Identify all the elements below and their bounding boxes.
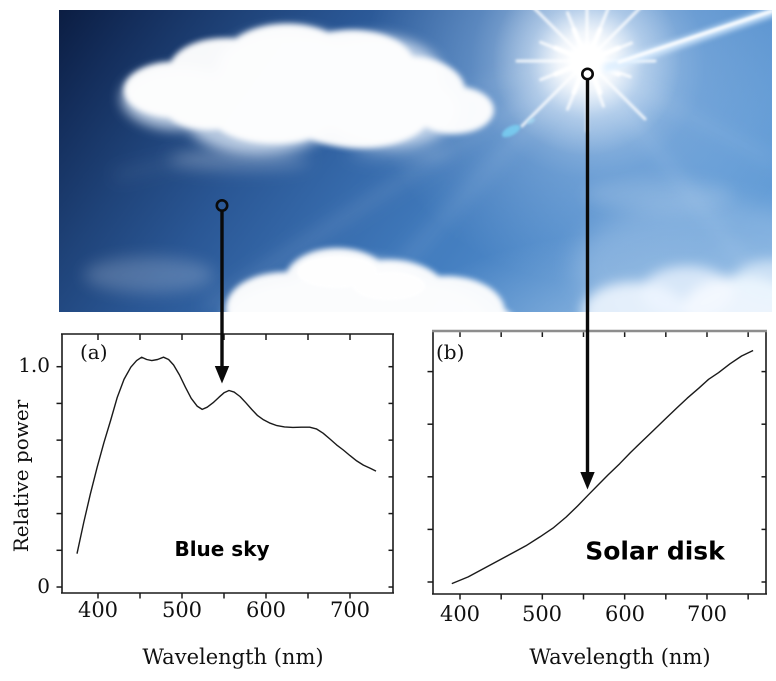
panel-b-xtick-500: 500: [521, 602, 563, 626]
panel-b-xtick-600: 600: [604, 602, 646, 626]
panel-a-xtick-500: 500: [161, 598, 203, 622]
cloud-bottom-center: [225, 248, 509, 312]
sky-photo-art: [84, 10, 772, 312]
spectral-curve: [451, 349, 754, 585]
panel-a-xtick-600: 600: [245, 598, 287, 622]
panel-a-annotation: Blue sky: [174, 537, 270, 561]
cloud-large: [121, 24, 494, 170]
lens-flare-icon: [501, 118, 536, 138]
panel-a-xtick-400: 400: [77, 598, 119, 622]
spectral-curve: [76, 356, 377, 554]
panel-b-tag: (b): [436, 340, 465, 364]
panel-a-ytick-0: 0: [37, 574, 50, 598]
panel-a-plot: [56, 333, 394, 599]
light-streak: [602, 10, 772, 73]
panel-a-y-axis-label: Relative power: [9, 399, 33, 553]
panel-a-tag: (a): [80, 340, 108, 364]
panel-b-annotation: Solar disk: [585, 536, 725, 566]
panel-a-xtick-700: 700: [329, 598, 371, 622]
panel-a-ytick-1: 1.0: [18, 353, 50, 377]
panel-b-plot: [427, 329, 767, 600]
panel-b-x-axis-label: Wavelength (nm): [529, 645, 711, 669]
panel-a-x-axis-label: Wavelength (nm): [142, 645, 324, 669]
panel-b-xtick-400: 400: [439, 602, 481, 626]
panel-b-xtick-700: 700: [686, 602, 728, 626]
cloud-bottom-right: [84, 179, 772, 312]
sky-photo: [59, 10, 772, 312]
